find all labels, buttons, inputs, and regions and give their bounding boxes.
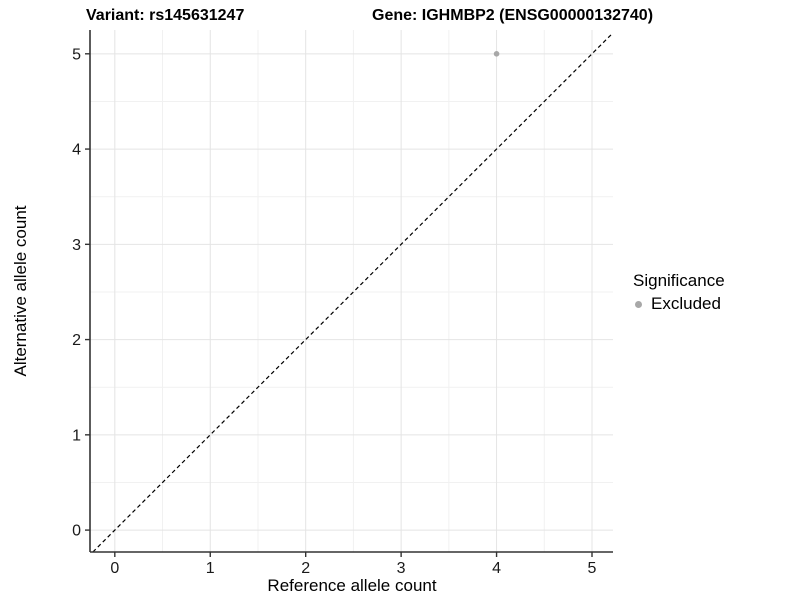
- legend-item-label: Excluded: [651, 294, 721, 313]
- legend: Significance Excluded: [633, 271, 725, 314]
- legend-item-excluded: Excluded: [633, 294, 725, 314]
- x-tick-label: 2: [301, 560, 310, 577]
- x-tick-label: 3: [397, 560, 406, 577]
- plot-title-variant: Variant: rs145631247: [86, 7, 245, 24]
- identity-reference-line: [92, 32, 614, 553]
- excluded-point-icon: [635, 300, 642, 308]
- x-tick-label: 0: [110, 560, 119, 577]
- x-tick-label: 4: [492, 560, 501, 577]
- y-axis-title: Alternative allele count: [11, 205, 30, 377]
- y-tick-label: 4: [72, 142, 81, 159]
- x-tick-label: 1: [206, 560, 215, 577]
- x-tick-label: 5: [588, 560, 597, 577]
- y-tick-label: 3: [72, 237, 81, 254]
- legend-title: Significance: [633, 271, 725, 290]
- plot-title-gene: Gene: IGHMBP2 (ENSG00000132740): [372, 7, 654, 24]
- x-axis-title: Reference allele count: [267, 576, 437, 595]
- y-tick-label: 2: [72, 332, 81, 349]
- y-tick-label: 0: [72, 523, 81, 540]
- y-tick-label: 5: [72, 46, 81, 63]
- y-tick-label: 1: [72, 427, 81, 444]
- data-point: [493, 51, 500, 57]
